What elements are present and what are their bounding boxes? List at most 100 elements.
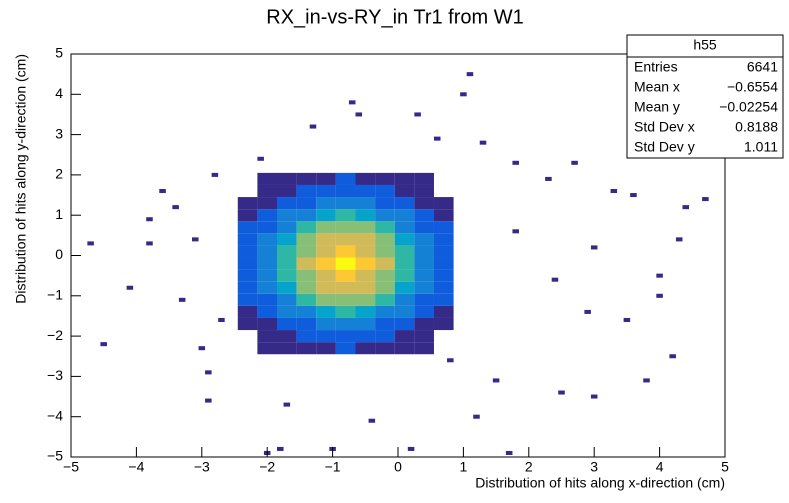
cell [277, 293, 297, 306]
sparse-cell [682, 205, 690, 210]
cell [257, 184, 278, 198]
cell [257, 342, 278, 355]
cell [316, 233, 336, 246]
sparse-cell [492, 378, 500, 383]
sparse-cell [584, 309, 591, 314]
cell [394, 221, 415, 234]
sparse-cell [545, 176, 552, 181]
cell [355, 293, 376, 306]
sparse-cell [172, 205, 179, 210]
sparse-cell [348, 100, 356, 105]
y-tick-label: −2 [47, 327, 63, 343]
sparse-cell [433, 136, 441, 141]
cell [277, 233, 297, 246]
cell [335, 281, 356, 294]
cell [394, 293, 415, 306]
cell [394, 172, 415, 185]
sparse-cell [656, 273, 663, 278]
cell [414, 342, 434, 355]
cell [316, 330, 336, 343]
cell [355, 269, 376, 282]
cell [375, 293, 395, 306]
cell [394, 330, 415, 343]
cell [375, 233, 395, 246]
cell [375, 317, 395, 331]
cell [335, 209, 356, 222]
stats-title: h55 [693, 37, 717, 53]
cell [335, 197, 356, 210]
x-tick-label: 1 [460, 459, 468, 475]
cell [237, 221, 258, 234]
cell [433, 209, 454, 222]
stats-frame [626, 34, 784, 159]
cell [394, 233, 415, 246]
cell [316, 269, 336, 282]
sparse-cell [447, 358, 454, 363]
cell [237, 197, 258, 210]
cell [316, 245, 336, 258]
cell [237, 293, 258, 306]
cell [335, 342, 356, 355]
cell [277, 257, 297, 270]
sparse-cell [551, 277, 559, 282]
sparse-cell [159, 189, 166, 194]
cell [394, 257, 415, 270]
sparse-cell [590, 394, 598, 399]
sparse-cell [178, 297, 186, 302]
cell [296, 257, 317, 270]
cell [355, 257, 376, 270]
cell [433, 245, 454, 258]
x-tick-label: 3 [590, 459, 598, 475]
x-tick-label: 5 [721, 459, 729, 475]
sparse-cell [512, 229, 519, 234]
cell [257, 197, 278, 210]
cell [433, 281, 454, 294]
cell [257, 330, 278, 343]
stats-value: −0.6554 [727, 79, 778, 95]
cell [414, 330, 434, 343]
cell [433, 197, 454, 210]
cell [277, 342, 297, 355]
cell [237, 257, 258, 270]
cell [433, 317, 454, 331]
cell [237, 305, 258, 318]
cell [394, 209, 415, 222]
stats-label: Std Dev y [634, 139, 695, 155]
sparse-cell [126, 285, 134, 290]
cell [335, 293, 356, 306]
stats-label: Std Dev x [634, 119, 695, 135]
sparse-cell [277, 446, 284, 451]
cell [257, 209, 278, 222]
y-tick-label: −4 [47, 407, 63, 423]
cell [237, 269, 258, 282]
cell [237, 245, 258, 258]
cell [237, 209, 258, 222]
cell [355, 305, 376, 318]
cell [355, 172, 376, 185]
stats-value: −0.02254 [719, 99, 778, 115]
cell [277, 245, 297, 258]
cell [375, 257, 395, 270]
cell [375, 281, 395, 294]
stats-label: Entries [634, 59, 678, 75]
y-tick-label: 5 [55, 45, 63, 61]
y-tick-label: 3 [55, 125, 63, 141]
axes: −5 −4 −3 −2 −1 0 1 2 3 4 5 −5 −4 −3 −2 −1 0 1 2 3 4 5 [47, 45, 729, 475]
cell [414, 305, 434, 318]
cell [414, 184, 434, 198]
cell [433, 293, 454, 306]
cell [277, 317, 297, 331]
cell [277, 281, 297, 294]
x-tick-label: −2 [259, 459, 275, 475]
cell [394, 317, 415, 331]
cell [316, 281, 336, 294]
cell [277, 330, 297, 343]
x-tick-label: −3 [194, 459, 210, 475]
cell [355, 221, 376, 234]
cell [375, 245, 395, 258]
cell [414, 281, 434, 294]
cell [375, 269, 395, 282]
y-tick-label: 4 [55, 85, 63, 101]
cell [277, 172, 297, 185]
sparse-cell [630, 193, 637, 198]
